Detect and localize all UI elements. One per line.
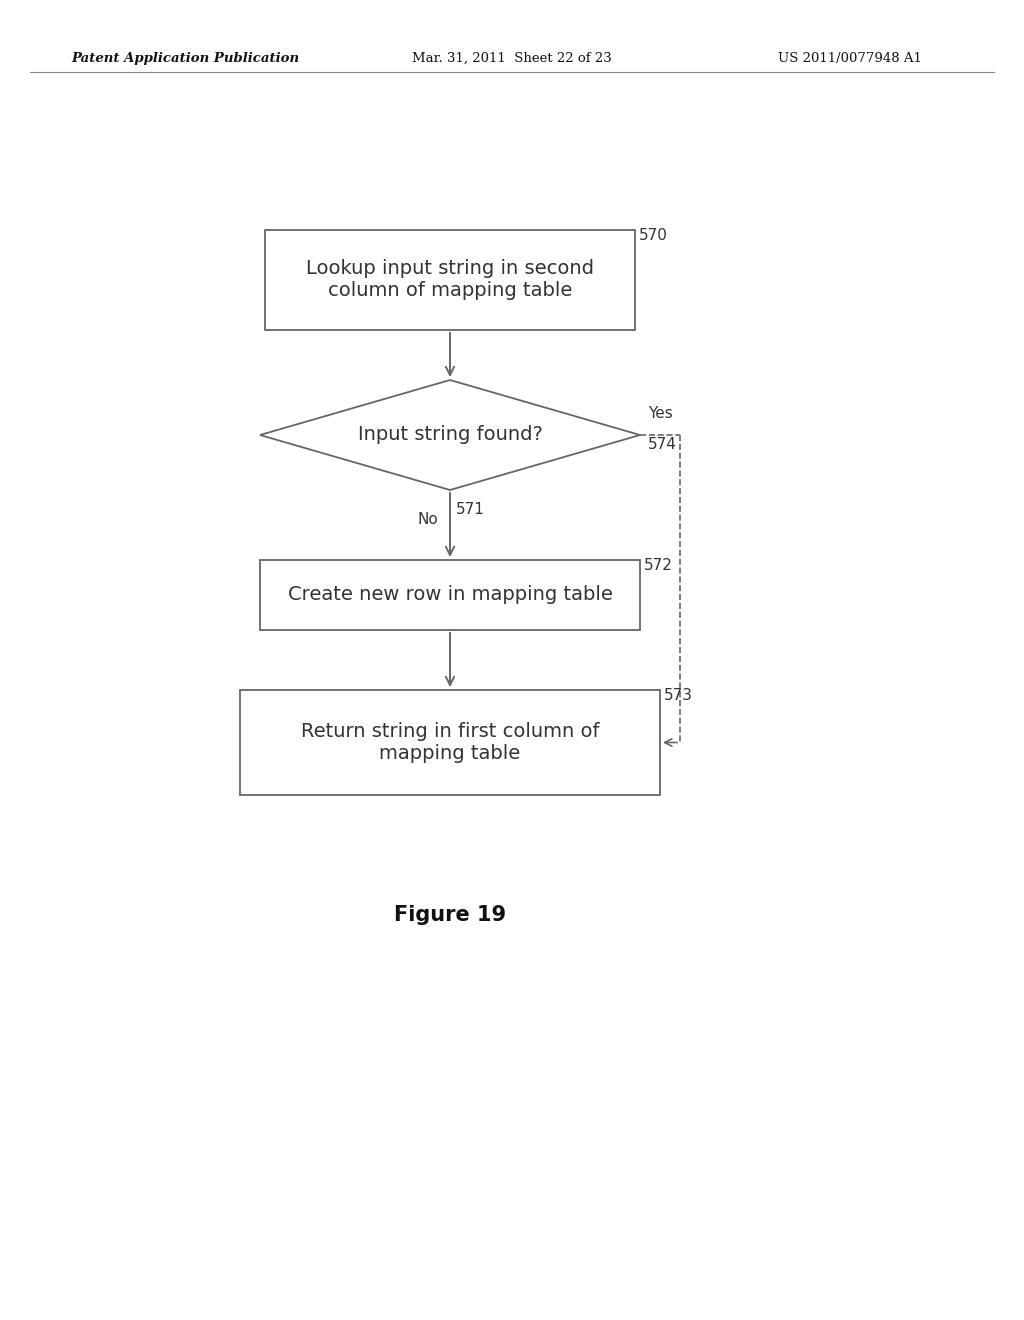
Text: Lookup input string in second
column of mapping table: Lookup input string in second column of … (306, 260, 594, 301)
Text: Return string in first column of
mapping table: Return string in first column of mapping… (301, 722, 599, 763)
Text: No: No (417, 512, 438, 528)
Text: Input string found?: Input string found? (357, 425, 543, 445)
Text: Figure 19: Figure 19 (394, 906, 506, 925)
Text: 570: 570 (639, 228, 668, 243)
Text: US 2011/0077948 A1: US 2011/0077948 A1 (778, 51, 922, 65)
FancyBboxPatch shape (240, 690, 660, 795)
Text: Patent Application Publication: Patent Application Publication (71, 51, 299, 65)
FancyBboxPatch shape (260, 560, 640, 630)
Text: Mar. 31, 2011  Sheet 22 of 23: Mar. 31, 2011 Sheet 22 of 23 (412, 51, 612, 65)
Text: 571: 571 (456, 502, 485, 517)
Text: 572: 572 (644, 558, 673, 573)
Polygon shape (260, 380, 640, 490)
Text: Create new row in mapping table: Create new row in mapping table (288, 586, 612, 605)
FancyBboxPatch shape (265, 230, 635, 330)
Text: Yes: Yes (648, 407, 673, 421)
Text: 573: 573 (664, 688, 693, 704)
Text: 574: 574 (648, 437, 677, 451)
